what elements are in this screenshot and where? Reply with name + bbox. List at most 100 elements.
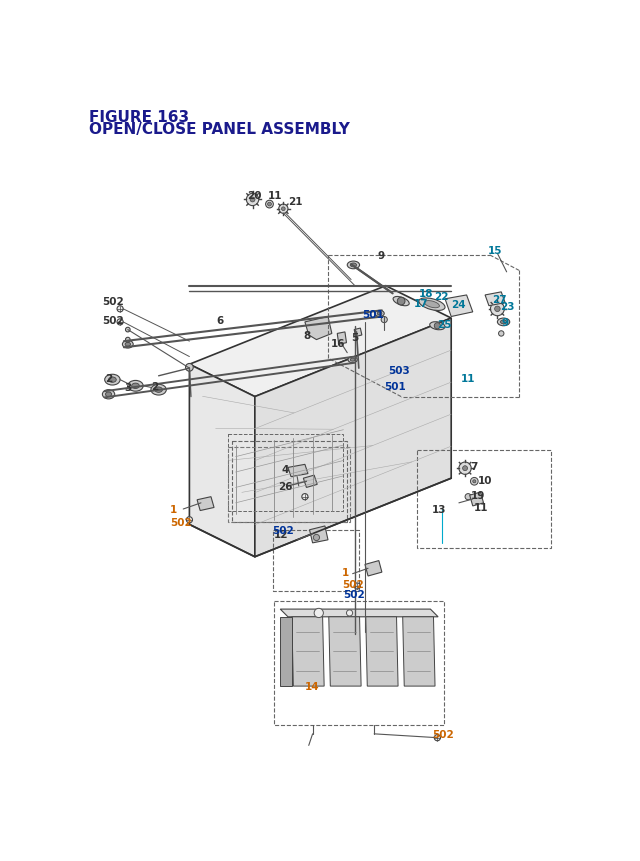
- Ellipse shape: [350, 263, 356, 268]
- Text: 10: 10: [477, 475, 492, 486]
- Circle shape: [490, 302, 504, 316]
- Ellipse shape: [102, 390, 115, 400]
- Text: 9: 9: [501, 318, 508, 327]
- Ellipse shape: [350, 359, 355, 362]
- Polygon shape: [305, 317, 332, 340]
- Text: 503: 503: [388, 366, 410, 376]
- Circle shape: [499, 331, 504, 337]
- Text: 501: 501: [363, 310, 385, 319]
- Polygon shape: [337, 332, 346, 344]
- Polygon shape: [365, 561, 382, 576]
- Polygon shape: [288, 465, 308, 477]
- Circle shape: [268, 203, 271, 207]
- Ellipse shape: [151, 385, 166, 395]
- Text: 17: 17: [414, 298, 429, 308]
- Ellipse shape: [122, 341, 133, 349]
- Text: 502: 502: [342, 579, 364, 590]
- Circle shape: [470, 478, 478, 486]
- Circle shape: [435, 734, 440, 741]
- Polygon shape: [189, 287, 451, 397]
- Text: 22: 22: [435, 292, 449, 302]
- Ellipse shape: [500, 320, 507, 325]
- Text: 12: 12: [274, 529, 289, 539]
- Text: FIGURE 163: FIGURE 163: [90, 109, 189, 125]
- Circle shape: [117, 307, 123, 313]
- Text: 27: 27: [492, 294, 507, 305]
- Polygon shape: [280, 610, 438, 617]
- Text: 6: 6: [216, 315, 223, 325]
- Text: 502: 502: [170, 517, 192, 528]
- Ellipse shape: [424, 301, 440, 308]
- Circle shape: [459, 462, 471, 474]
- Ellipse shape: [109, 377, 116, 383]
- Circle shape: [465, 494, 471, 500]
- Text: 21: 21: [288, 197, 303, 207]
- Ellipse shape: [393, 297, 409, 307]
- Circle shape: [314, 535, 319, 541]
- Ellipse shape: [348, 357, 357, 363]
- Polygon shape: [310, 526, 328, 543]
- Ellipse shape: [125, 343, 131, 347]
- Polygon shape: [470, 492, 484, 506]
- Circle shape: [435, 323, 440, 330]
- Polygon shape: [303, 475, 317, 488]
- Circle shape: [186, 364, 193, 372]
- Circle shape: [117, 319, 123, 325]
- Circle shape: [354, 583, 360, 590]
- Polygon shape: [485, 293, 505, 307]
- Text: 2: 2: [105, 374, 112, 384]
- Text: 11: 11: [268, 190, 282, 201]
- Polygon shape: [292, 617, 324, 686]
- Circle shape: [250, 198, 255, 202]
- Text: 4: 4: [282, 464, 289, 474]
- Polygon shape: [255, 319, 451, 557]
- Circle shape: [246, 194, 259, 207]
- Polygon shape: [189, 365, 255, 557]
- Polygon shape: [445, 295, 473, 317]
- Ellipse shape: [128, 381, 143, 392]
- Polygon shape: [403, 617, 435, 686]
- Circle shape: [266, 201, 273, 208]
- Circle shape: [473, 480, 476, 483]
- Text: 24: 24: [451, 300, 466, 310]
- Polygon shape: [280, 617, 292, 686]
- Ellipse shape: [378, 313, 382, 316]
- Circle shape: [463, 466, 468, 471]
- Text: 7: 7: [470, 461, 478, 471]
- Text: 8: 8: [303, 331, 310, 341]
- Text: 1: 1: [170, 505, 177, 514]
- Text: 3: 3: [124, 383, 131, 393]
- Text: 502: 502: [102, 297, 124, 307]
- Text: 14: 14: [305, 681, 319, 691]
- Text: 502: 502: [273, 525, 294, 536]
- Text: 18: 18: [419, 289, 433, 299]
- Ellipse shape: [105, 375, 120, 386]
- Text: 26: 26: [278, 481, 292, 492]
- Text: 19: 19: [470, 491, 485, 500]
- Polygon shape: [329, 617, 361, 686]
- Ellipse shape: [348, 262, 360, 269]
- Circle shape: [346, 610, 353, 616]
- Text: OPEN/CLOSE PANEL ASSEMBLY: OPEN/CLOSE PANEL ASSEMBLY: [90, 121, 350, 137]
- Ellipse shape: [132, 384, 140, 389]
- Text: 23: 23: [500, 302, 514, 313]
- Circle shape: [279, 205, 288, 214]
- Polygon shape: [365, 617, 398, 686]
- Text: 501: 501: [384, 381, 406, 392]
- Ellipse shape: [497, 319, 509, 326]
- Circle shape: [282, 208, 285, 211]
- Text: 502: 502: [102, 315, 124, 325]
- Text: 2: 2: [151, 381, 158, 392]
- Text: 11: 11: [460, 374, 475, 384]
- Text: 9: 9: [378, 251, 385, 261]
- Text: 11: 11: [474, 503, 489, 513]
- Circle shape: [381, 317, 387, 323]
- Polygon shape: [197, 497, 214, 511]
- Text: 25: 25: [437, 319, 452, 330]
- Ellipse shape: [106, 393, 111, 397]
- Text: 13: 13: [432, 505, 447, 514]
- Text: 20: 20: [247, 190, 262, 201]
- Ellipse shape: [419, 299, 445, 311]
- Text: 16: 16: [331, 338, 346, 349]
- Polygon shape: [354, 329, 362, 338]
